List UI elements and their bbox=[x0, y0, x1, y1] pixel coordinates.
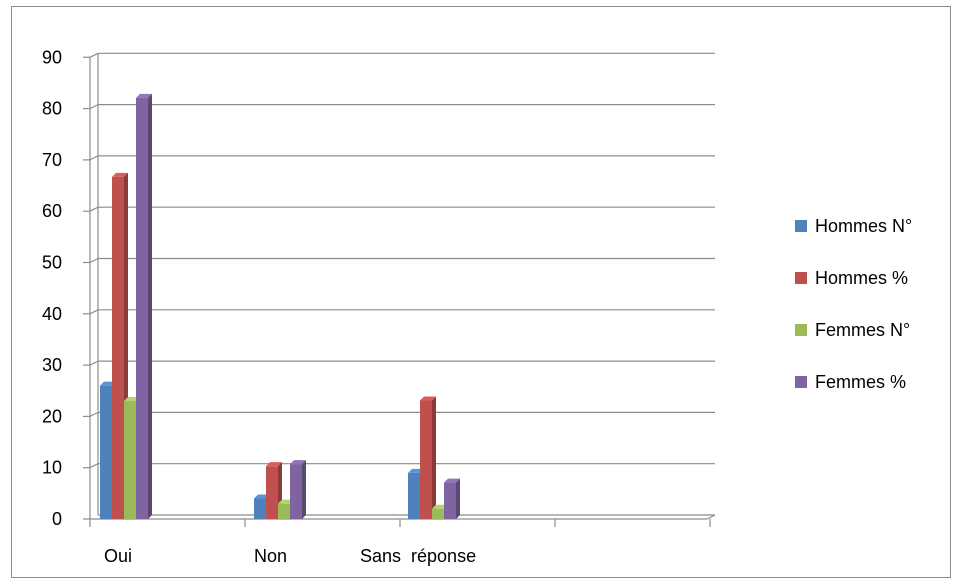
gridline-depth bbox=[89, 155, 99, 161]
bar-side bbox=[302, 460, 306, 519]
x-tick-label: Sans réponse bbox=[360, 546, 476, 566]
y-tick-label: 10 bbox=[42, 458, 62, 478]
axes bbox=[83, 53, 716, 527]
x-tick-label: Non bbox=[254, 546, 287, 566]
y-tick-label: 90 bbox=[42, 47, 62, 67]
bar-front bbox=[100, 385, 112, 519]
bar-front bbox=[136, 97, 148, 520]
x-tick-label: Oui bbox=[104, 546, 132, 566]
gridline-depth bbox=[89, 360, 99, 366]
bar-top bbox=[266, 462, 282, 467]
bar-top bbox=[420, 396, 436, 401]
bar-side bbox=[148, 93, 152, 520]
y-tick-label: 50 bbox=[42, 253, 62, 273]
bar-top bbox=[112, 172, 128, 177]
bar-front bbox=[444, 482, 456, 519]
legend-swatch bbox=[795, 272, 807, 284]
bar-top bbox=[136, 93, 152, 98]
bar-top bbox=[444, 478, 460, 483]
bar-front bbox=[278, 503, 290, 519]
bar-front bbox=[432, 508, 444, 519]
bar-side bbox=[456, 478, 460, 519]
gridline-depth bbox=[89, 52, 99, 58]
y-tick-label: 70 bbox=[42, 150, 62, 170]
legend-label: Femmes % bbox=[815, 372, 907, 392]
bar-front bbox=[408, 472, 420, 519]
gridline-depth bbox=[89, 309, 99, 315]
bars bbox=[100, 93, 460, 520]
y-tick-label: 30 bbox=[42, 355, 62, 375]
y-tick-label: 80 bbox=[42, 99, 62, 119]
legend-swatch bbox=[795, 376, 807, 388]
gridline-depth bbox=[89, 257, 99, 264]
y-tick-label: 40 bbox=[42, 304, 62, 324]
y-tick-labels: 0 10 20 30 40 50 60 70 80 90 bbox=[42, 47, 62, 529]
bar-front bbox=[112, 176, 124, 520]
bar-front bbox=[266, 466, 278, 519]
y-tick-label: 60 bbox=[42, 201, 62, 221]
gridline-depth bbox=[89, 104, 99, 110]
legend-label: Hommes N° bbox=[815, 216, 913, 236]
gridline-depth bbox=[89, 463, 99, 469]
bar-front bbox=[124, 401, 136, 519]
legend-label: Femmes N° bbox=[815, 320, 911, 340]
gridline-depth bbox=[89, 411, 99, 417]
bar bbox=[290, 460, 306, 519]
bar-front bbox=[420, 400, 432, 519]
grid-lines bbox=[89, 52, 715, 469]
gridline-depth bbox=[89, 206, 99, 212]
y-tick-label: 0 bbox=[52, 509, 62, 529]
bar bbox=[136, 93, 152, 520]
bar bbox=[420, 396, 436, 519]
bar-front bbox=[254, 498, 266, 519]
bar-top bbox=[290, 460, 306, 465]
legend-swatch bbox=[795, 324, 807, 336]
legend-label: Hommes % bbox=[815, 268, 909, 288]
legend-swatch bbox=[795, 220, 807, 232]
x-tick-labels: Oui Non Sans réponse bbox=[104, 546, 476, 566]
chart-frame bbox=[11, 6, 951, 578]
bar-front bbox=[290, 464, 302, 519]
x-axis-depth bbox=[706, 514, 716, 520]
bar bbox=[444, 478, 460, 519]
y-tick-label: 20 bbox=[42, 406, 62, 426]
bar-side bbox=[432, 396, 436, 519]
